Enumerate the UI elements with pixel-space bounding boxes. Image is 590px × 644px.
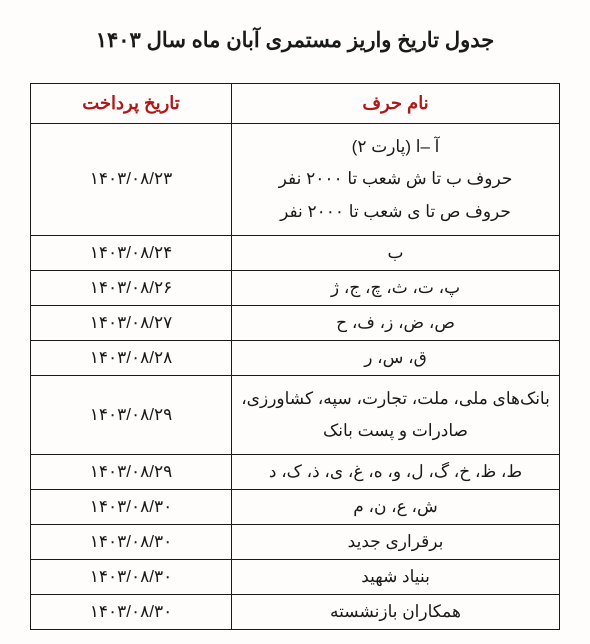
cell-date: ۱۴۰۳/۰۸/۲۴ — [31, 235, 232, 270]
table-row: ط، ظ، خ، گ، ل، و، ه، غ، ی، ذ، ک، د۱۴۰۳/۰… — [31, 455, 560, 490]
cell-date: ۱۴۰۳/۰۸/۳۰ — [31, 490, 232, 525]
cell-date: ۱۴۰۳/۰۸/۲۳ — [31, 124, 232, 236]
cell-letter: آ –ا (پارت ۲)حروف ب تا ش شعب تا ۲۰۰۰ نفر… — [232, 124, 560, 236]
table-row: ش، ع، ن، م۱۴۰۳/۰۸/۳۰ — [31, 490, 560, 525]
cell-letter: برقراری جدید — [232, 525, 560, 560]
table-header-row: نام حرف تاریخ پرداخت — [31, 84, 560, 124]
column-header-letter: نام حرف — [232, 84, 560, 124]
table-row: آ –ا (پارت ۲)حروف ب تا ش شعب تا ۲۰۰۰ نفر… — [31, 124, 560, 236]
cell-letter: پ، ت، ث، چ، ج، ژ — [232, 270, 560, 305]
cell-date: ۱۴۰۳/۰۸/۲۹ — [31, 375, 232, 455]
cell-date: ۱۴۰۳/۰۸/۲۷ — [31, 305, 232, 340]
cell-date: ۱۴۰۳/۰۸/۳۰ — [31, 595, 232, 630]
table-row: همکاران بازنشسته۱۴۰۳/۰۸/۳۰ — [31, 595, 560, 630]
table-body: آ –ا (پارت ۲)حروف ب تا ش شعب تا ۲۰۰۰ نفر… — [31, 124, 560, 630]
payment-schedule-table: نام حرف تاریخ پرداخت آ –ا (پارت ۲)حروف ب… — [30, 83, 560, 630]
cell-letter: ص، ض، ز، ف، ح — [232, 305, 560, 340]
cell-letter: ش، ع، ن، م — [232, 490, 560, 525]
table-row: ص، ض، ز، ف، ح۱۴۰۳/۰۸/۲۷ — [31, 305, 560, 340]
table-row: برقراری جدید۱۴۰۳/۰۸/۳۰ — [31, 525, 560, 560]
cell-date: ۱۴۰۳/۰۸/۳۰ — [31, 560, 232, 595]
cell-date: ۱۴۰۳/۰۸/۲۹ — [31, 455, 232, 490]
table-row: پ، ت، ث، چ، ج، ژ۱۴۰۳/۰۸/۲۶ — [31, 270, 560, 305]
table-row: بنیاد شهید۱۴۰۳/۰۸/۳۰ — [31, 560, 560, 595]
cell-letter: همکاران بازنشسته — [232, 595, 560, 630]
cell-letter: ب — [232, 235, 560, 270]
table-row: ق، س، ر۱۴۰۳/۰۸/۲۸ — [31, 340, 560, 375]
cell-letter: ط، ظ، خ، گ، ل، و، ه، غ، ی، ذ، ک، د — [232, 455, 560, 490]
cell-letter: بنیاد شهید — [232, 560, 560, 595]
cell-date: ۱۴۰۳/۰۸/۲۸ — [31, 340, 232, 375]
cell-letter: بانک‌های ملی، ملت، تجارت، سپه، کشاورزی، … — [232, 375, 560, 455]
column-header-date: تاریخ پرداخت — [31, 84, 232, 124]
cell-date: ۱۴۰۳/۰۸/۳۰ — [31, 525, 232, 560]
cell-date: ۱۴۰۳/۰۸/۲۶ — [31, 270, 232, 305]
table-row: ب۱۴۰۳/۰۸/۲۴ — [31, 235, 560, 270]
table-row: بانک‌های ملی، ملت، تجارت، سپه، کشاورزی، … — [31, 375, 560, 455]
cell-letter: ق، س، ر — [232, 340, 560, 375]
page-title: جدول تاریخ واریز مستمری آبان ماه سال ۱۴۰… — [30, 28, 560, 53]
